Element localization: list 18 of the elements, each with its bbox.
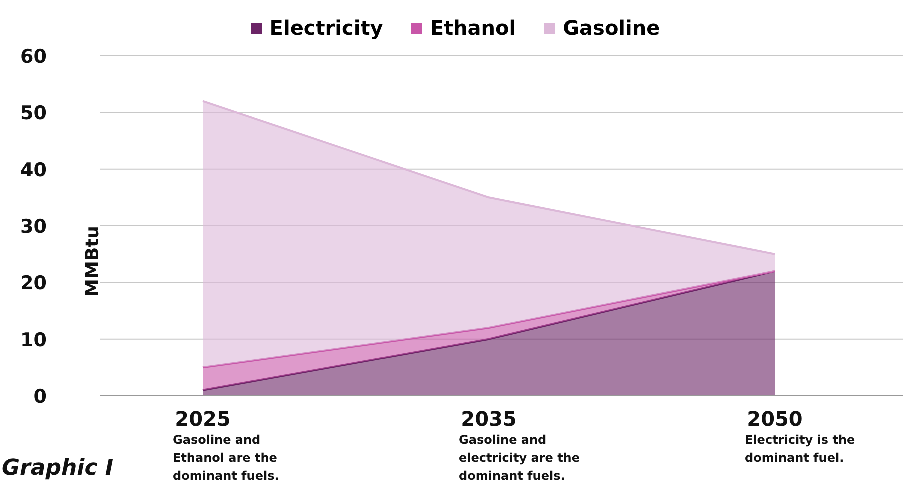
x-tick-label: 2035 (461, 407, 517, 431)
y-tick-label: 40 (20, 159, 47, 182)
y-tick-label: 0 (34, 386, 47, 408)
text: Graphic I (2, 456, 114, 481)
y-tick-label: 50 (20, 102, 47, 125)
x-tick-label: 2025 (175, 407, 231, 431)
y-axis-title: MMBtu (82, 226, 104, 297)
y-tick-label: 10 (20, 329, 47, 352)
legend-label: Ethanol (429, 16, 516, 40)
legend-label: Electricity (268, 16, 384, 40)
text: Electricity is the dominant fuel. (745, 433, 856, 465)
y-tick-label: 60 (20, 46, 47, 68)
y-tick-label: 20 (20, 272, 47, 295)
text: Gasoline and Ethanol are the dominant fuels. (173, 433, 280, 483)
legend-label: Gasoline (562, 16, 660, 40)
y-tick-label: 30 (20, 216, 47, 238)
text: Gasoline and electricity are the dominant fuels. (459, 433, 580, 483)
x-tick-label: 2050 (747, 407, 803, 431)
